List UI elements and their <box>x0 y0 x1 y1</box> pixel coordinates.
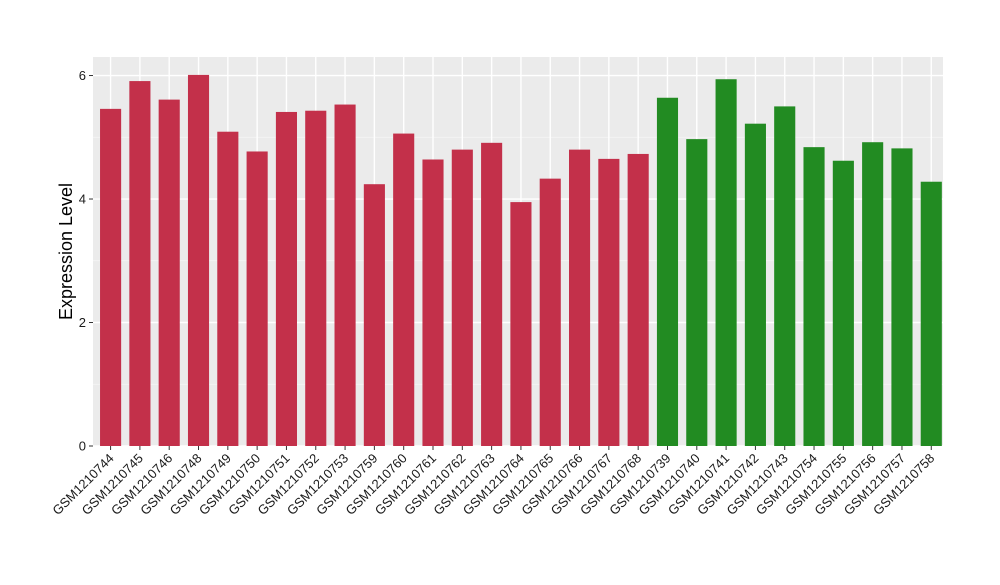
bar <box>774 106 796 447</box>
bar <box>510 202 532 446</box>
bar <box>187 74 210 447</box>
bar <box>744 123 766 446</box>
bar <box>217 131 239 446</box>
bar <box>100 108 122 446</box>
bar <box>481 142 503 447</box>
bar <box>832 160 854 446</box>
bar <box>305 110 327 446</box>
bar <box>246 151 268 446</box>
y-tick-label: 0 <box>79 439 86 454</box>
bar <box>129 81 151 446</box>
bar <box>393 133 415 447</box>
bar <box>715 79 737 446</box>
bar <box>334 104 356 447</box>
y-tick-label: 4 <box>79 192 86 207</box>
bar <box>451 149 473 446</box>
bar <box>275 111 297 446</box>
bar <box>803 147 825 446</box>
bar <box>158 99 180 446</box>
y-tick-label: 6 <box>79 68 86 83</box>
bar <box>627 153 649 446</box>
bar <box>656 97 679 446</box>
bar <box>686 139 708 446</box>
bar <box>920 181 942 446</box>
bar <box>569 149 591 446</box>
y-axis-title: Expression Level <box>56 183 76 320</box>
x-axis: GSM1210744GSM1210745GSM1210746GSM1210748… <box>49 446 937 518</box>
y-tick-label: 2 <box>79 315 86 330</box>
bar <box>862 142 884 446</box>
bar <box>891 148 913 446</box>
y-axis: 0 2 4 6 <box>79 68 93 454</box>
bars <box>100 74 942 447</box>
bar <box>422 159 444 446</box>
bar <box>363 184 385 446</box>
bar <box>598 158 620 446</box>
bar <box>539 178 561 446</box>
